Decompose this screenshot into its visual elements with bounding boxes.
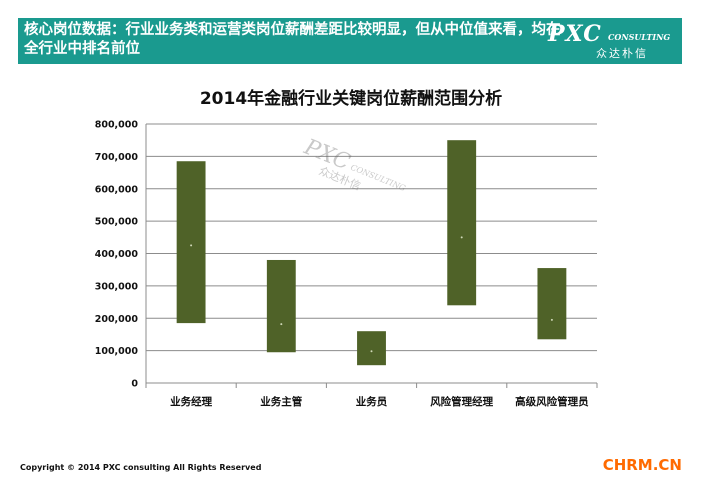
median-marker <box>190 244 193 247</box>
x-tick-label: 高级风险管理员 <box>515 395 589 408</box>
header-banner: 核心岗位数据：行业业务类和运营类岗位薪酬差距比较明显，但从中位值来看，均在全行业… <box>18 18 682 64</box>
y-tick-label: 200,000 <box>95 314 139 325</box>
watermark: PXC CONSULTING 众达朴信 <box>300 134 408 193</box>
pxc-logo: PXC CONSULTING 众达朴信 <box>548 21 676 61</box>
median-marker <box>460 236 463 239</box>
range-bar <box>176 161 206 324</box>
logo-sub: CONSULTING <box>608 32 671 42</box>
range-bar <box>266 259 296 353</box>
y-tick-label: 700,000 <box>95 152 139 163</box>
chart-title: 2014年金融行业关键岗位薪酬范围分析 <box>199 89 503 109</box>
x-tick-label: 业务员 <box>356 395 388 408</box>
site-link[interactable]: CHRM.CN <box>602 456 682 474</box>
copyright-footer: Copyright © 2014 PXC consulting All Righ… <box>20 463 262 472</box>
y-tick-label: 300,000 <box>95 281 139 292</box>
range-bar <box>357 331 386 366</box>
x-tick-label: 风险管理经理 <box>430 395 493 408</box>
y-tick-label: 0 <box>131 379 138 390</box>
y-tick-label: 100,000 <box>95 346 139 357</box>
y-tick-label: 600,000 <box>95 184 139 195</box>
y-tick-label: 400,000 <box>95 249 139 260</box>
y-tick-label: 800,000 <box>95 120 139 131</box>
median-marker <box>370 350 373 353</box>
range-bar <box>537 268 567 340</box>
range-bar <box>447 140 477 306</box>
x-tick-label: 业务主管 <box>260 395 302 408</box>
median-marker <box>280 323 283 326</box>
logo-cn: 众达朴信 <box>596 47 648 60</box>
y-tick-label: 500,000 <box>95 217 139 228</box>
banner-text: 核心岗位数据：行业业务类和运营类岗位薪酬差距比较明显，但从中位值来看，均在全行业… <box>24 22 561 57</box>
logo-main: PXC <box>548 21 602 47</box>
x-tick-label: 业务经理 <box>170 395 212 408</box>
median-marker <box>550 318 553 321</box>
